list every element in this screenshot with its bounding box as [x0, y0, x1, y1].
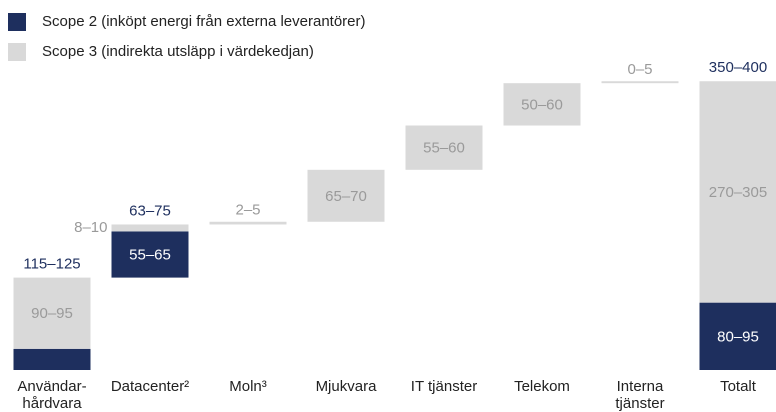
value-label: 25–30 [0, 350, 10, 367]
value-label: 0–5 [627, 61, 652, 78]
bar-segment [601, 81, 679, 84]
value-label: 80–95 [717, 328, 759, 345]
total-label: 350–400 [709, 59, 767, 76]
bar-segment [209, 221, 287, 225]
value-label: 90–95 [31, 305, 73, 322]
bar-segment [111, 224, 189, 232]
bar-segment [699, 302, 776, 370]
bar-segment [503, 83, 581, 126]
x-tick-label: Interna tjänster [615, 378, 665, 412]
value-label: 55–65 [129, 246, 171, 263]
legend-swatch [8, 13, 26, 31]
value-label: 55–60 [423, 140, 465, 157]
x-tick-label: IT tjänster [410, 378, 478, 395]
x-tick-label: Totalt [720, 378, 756, 395]
value-label: 50–60 [521, 96, 563, 113]
x-tick-label: Datacenter² [110, 378, 190, 395]
legend-label: Scope 3 (indirekta utsläpp i värdekedjan… [42, 43, 314, 60]
x-tick-label: Mjukvara [315, 378, 377, 395]
total-label: 63–75 [129, 202, 171, 219]
bar-segment [13, 277, 91, 349]
bar-segment [405, 125, 483, 170]
legend-label: Scope 2 (inköpt energi från externa leve… [42, 13, 366, 30]
bar-segment [111, 231, 189, 278]
value-label: 2–5 [235, 202, 260, 219]
bar-segment [13, 348, 91, 370]
total-label: 115–125 [23, 256, 80, 273]
value-label: 65–70 [325, 188, 367, 205]
value-label: 8–10 [74, 219, 107, 236]
legend-swatch [8, 43, 26, 61]
x-tick-label: Moln³ [229, 378, 267, 395]
x-tick-label: Användar- hårdvara [17, 378, 87, 412]
bar-segment [699, 81, 776, 303]
x-tick-label: Telekom [514, 378, 570, 395]
value-label: 270–305 [709, 184, 767, 201]
bar-segment [307, 169, 385, 222]
